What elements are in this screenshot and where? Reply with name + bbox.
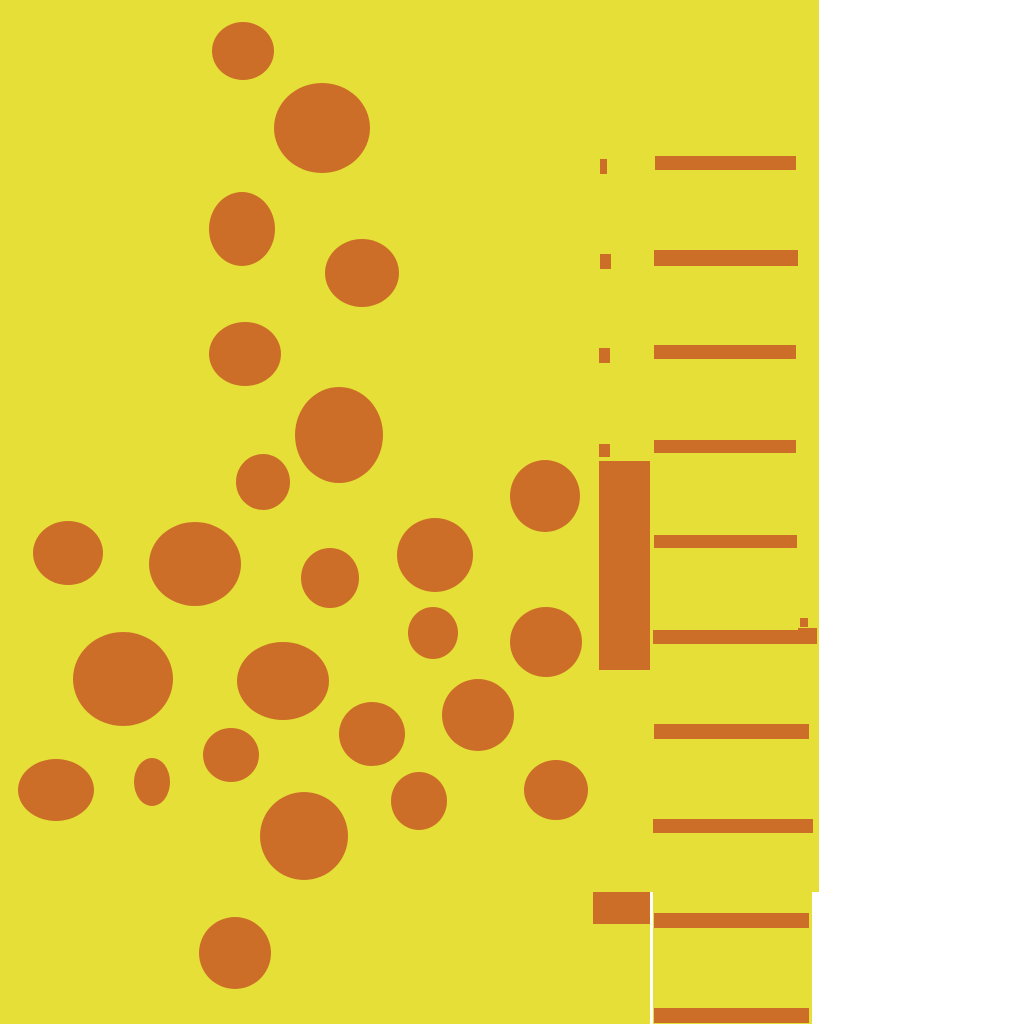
dot xyxy=(33,521,103,585)
dot xyxy=(408,607,458,659)
dot xyxy=(295,387,383,483)
dot xyxy=(260,792,348,880)
stripe-bar xyxy=(653,819,813,833)
stripe-bar xyxy=(654,250,798,266)
field-region xyxy=(0,892,650,1024)
stripe-bar xyxy=(653,630,798,644)
dot xyxy=(209,322,281,386)
stripe-bar xyxy=(599,444,610,457)
stripe-bar xyxy=(599,348,610,363)
stripe-bar xyxy=(654,440,796,453)
dot xyxy=(134,758,170,806)
stripe-bar xyxy=(599,461,650,670)
stripe-bar xyxy=(654,535,797,548)
stripe-bar xyxy=(654,913,809,928)
dot xyxy=(524,760,588,820)
dot xyxy=(510,607,582,677)
dot xyxy=(237,642,329,720)
dot-cluster xyxy=(18,22,588,989)
dot xyxy=(18,759,94,821)
dot xyxy=(397,518,473,592)
dot xyxy=(391,772,447,830)
dot xyxy=(236,454,290,510)
dot xyxy=(149,522,241,606)
dot xyxy=(199,917,271,989)
stripe-bar xyxy=(654,345,796,359)
field-region xyxy=(653,892,812,1024)
dot xyxy=(442,679,514,751)
dot xyxy=(203,728,259,782)
stripe-bar xyxy=(654,724,809,739)
dot xyxy=(510,460,580,532)
stripe-bar xyxy=(600,254,611,269)
stripe-bar xyxy=(593,892,650,924)
stripe-column xyxy=(593,156,817,1023)
dot xyxy=(325,239,399,307)
dot xyxy=(212,22,274,80)
dot xyxy=(209,192,275,266)
yellow-field xyxy=(0,0,819,1024)
dot xyxy=(301,548,359,608)
dot xyxy=(274,83,370,173)
dot xyxy=(339,702,405,766)
dot xyxy=(73,632,173,726)
stripe-bar xyxy=(798,628,817,644)
stripe-bar xyxy=(600,159,607,174)
stripe-bar xyxy=(655,156,796,170)
stripe-bar xyxy=(800,618,808,627)
stripe-bar xyxy=(654,1008,809,1023)
